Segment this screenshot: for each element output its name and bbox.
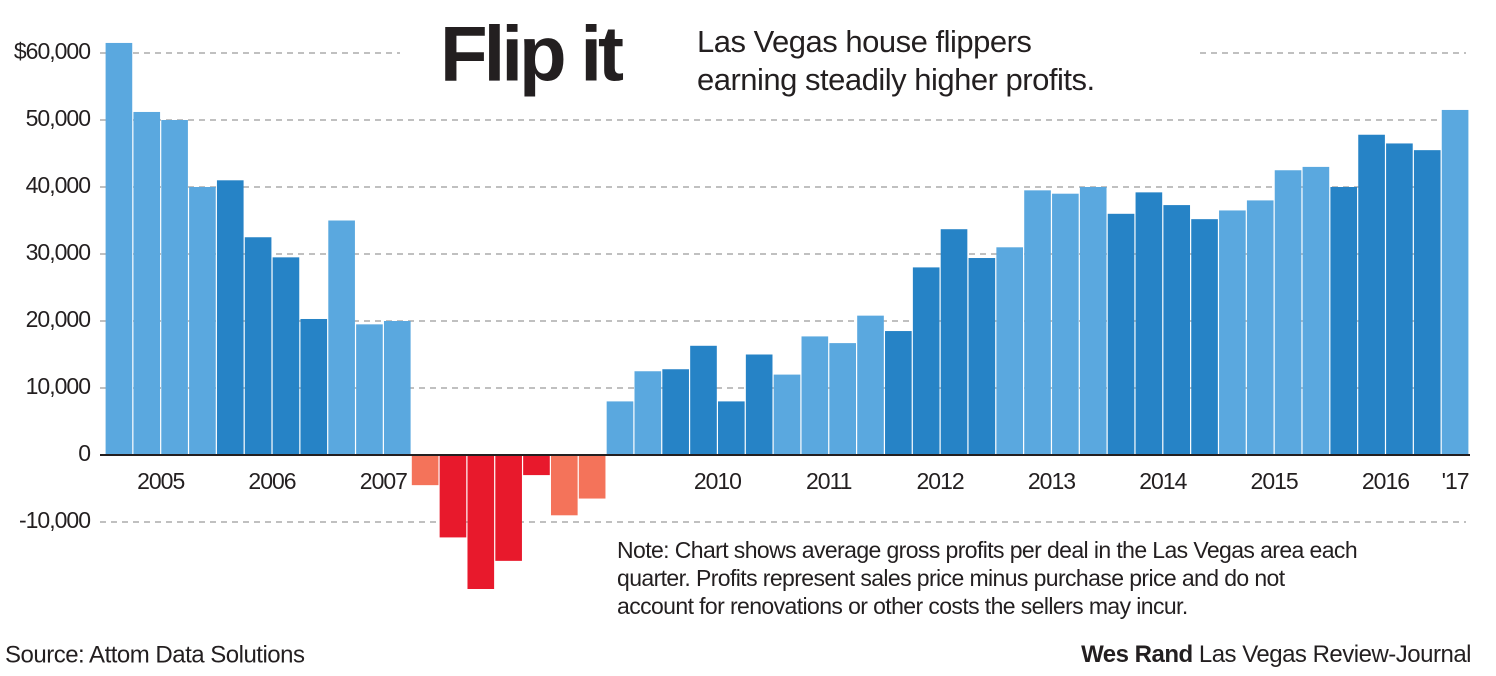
x-tick-label: 2015: [1251, 468, 1298, 494]
bar: [1358, 134, 1385, 456]
bar: [495, 455, 522, 561]
bar: [996, 247, 1024, 455]
bar: [606, 401, 634, 455]
bar: [1191, 219, 1218, 455]
bar: [189, 187, 216, 455]
bar: [216, 180, 244, 456]
credit: Wes Rand Las Vegas Review-Journal: [1081, 641, 1471, 668]
note: Note: Chart shows average gross profits …: [617, 537, 1357, 563]
chart-subtitle: Las Vegas house flippers: [697, 24, 1031, 59]
title-backdrop: [400, 20, 1200, 110]
bar: [467, 455, 495, 589]
bar: [885, 331, 912, 455]
bar: [383, 321, 411, 455]
x-tick-label: 2010: [694, 468, 741, 494]
bar: [1052, 193, 1079, 455]
bar: [244, 237, 272, 455]
bar: [829, 343, 856, 455]
bar: [1413, 150, 1441, 455]
y-tick-label: 30,000: [26, 239, 91, 265]
x-tick-label: '17: [1442, 468, 1469, 494]
y-tick-label: 40,000: [26, 172, 91, 198]
y-tick-label: 50,000: [26, 105, 91, 131]
bar: [439, 455, 467, 538]
bar: [300, 318, 328, 455]
bar: [411, 455, 439, 486]
bar: [912, 267, 940, 455]
note: quarter. Profits represent sales price m…: [617, 565, 1286, 591]
bar: [857, 315, 884, 455]
y-tick-label: -10,000: [19, 507, 90, 533]
chart-title: Flip it: [440, 10, 624, 98]
y-tick-label: 20,000: [26, 306, 91, 332]
bar: [1386, 143, 1413, 455]
bar: [161, 120, 188, 455]
bar: [523, 455, 550, 476]
bar: [1441, 109, 1469, 455]
bar: [718, 401, 745, 455]
x-tick-label: 2006: [248, 468, 295, 494]
bar: [356, 324, 383, 455]
x-tick-label: 2005: [137, 468, 184, 494]
bar: [1246, 200, 1274, 455]
y-tick-label: 10,000: [26, 373, 91, 399]
bar: [550, 455, 578, 516]
note: account for renovations or other costs t…: [617, 593, 1188, 619]
x-tick-label: 2012: [917, 468, 964, 494]
bar: [1107, 213, 1135, 455]
bar: [1219, 210, 1246, 455]
bar: [1135, 192, 1163, 456]
bar: [634, 371, 662, 455]
bar: [1302, 166, 1330, 455]
credit-org: Las Vegas Review-Journal: [1199, 641, 1471, 668]
source: Source: Attom Data Solutions: [5, 641, 305, 668]
x-tick-label: 2011: [806, 468, 852, 494]
bar: [272, 257, 300, 455]
bar: [1274, 170, 1302, 455]
bar: [1079, 187, 1107, 455]
bar: [1163, 205, 1191, 455]
x-tick-label: 2016: [1362, 468, 1409, 494]
bar: [105, 42, 133, 455]
credit-author: Wes Rand: [1081, 641, 1193, 668]
x-tick-label: 2013: [1028, 468, 1075, 494]
x-tick-label: 2007: [360, 468, 407, 494]
bar: [133, 111, 161, 456]
bar: [773, 374, 801, 455]
bar: [745, 354, 773, 455]
y-tick-label: 0: [78, 440, 90, 466]
bar: [1330, 187, 1358, 455]
bar: [940, 229, 968, 455]
bar: [968, 258, 996, 455]
chart-subtitle: earning steadily higher profits.: [697, 62, 1095, 97]
bar: [662, 369, 689, 455]
bar: [578, 455, 606, 499]
x-tick-label: 2014: [1139, 468, 1187, 494]
bar: [690, 345, 717, 455]
bar: [1024, 190, 1051, 455]
y-tick-label: $60,000: [14, 38, 90, 64]
bar: [801, 336, 829, 455]
bar: [328, 220, 355, 455]
